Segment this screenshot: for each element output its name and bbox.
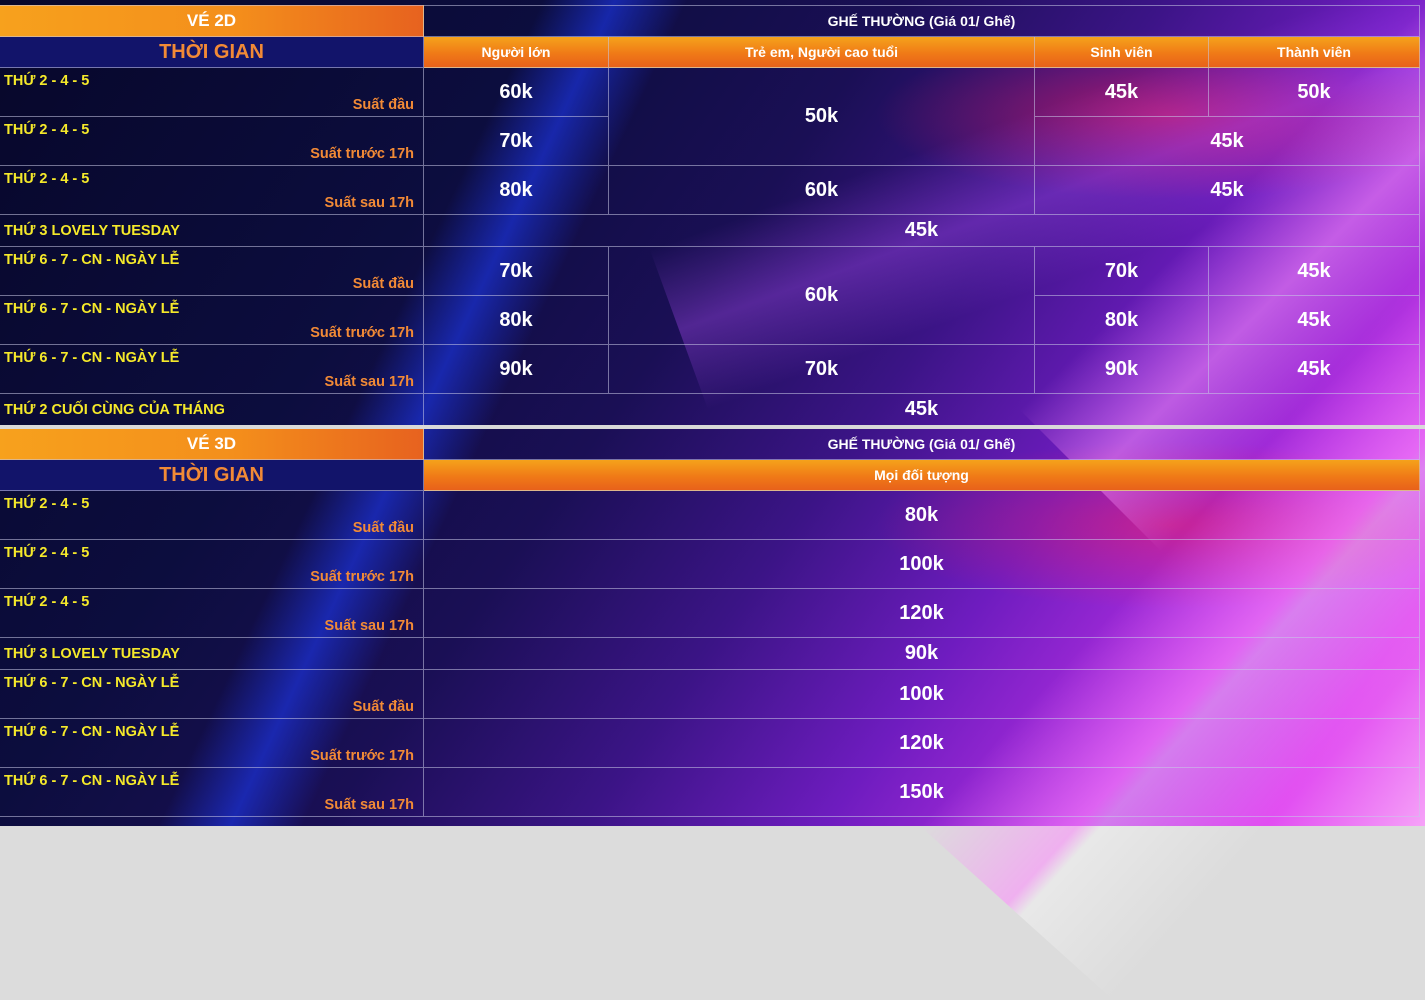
col-header-all: Mọi đối tượng (424, 460, 1420, 491)
table-row-time: THỨ 2 - 4 - 5 Suất trước 17h (0, 117, 424, 166)
price-cell: 50k (1209, 68, 1420, 117)
showtime-label: Suất sau 17h (324, 374, 414, 390)
price-cell: 45k (1209, 345, 1420, 394)
col-header-student: Sinh viên (1035, 37, 1209, 68)
day-label: THỨ 2 - 4 - 5 (4, 122, 90, 138)
day-label: THỨ 6 - 7 - CN - NGÀY LỄ (4, 724, 180, 740)
price-cell: 80k (424, 296, 609, 345)
price-cell: 70k (609, 345, 1035, 394)
table-row-time: THỨ 2 - 4 - 5 Suất sau 17h (0, 589, 424, 638)
table-row-time: THỨ 2 - 4 - 5 Suất sau 17h (0, 166, 424, 215)
col-header-child-senior: Trẻ em, Người cao tuổi (609, 37, 1035, 68)
price-cell: 45k (1035, 166, 1420, 215)
table-row-time: THỨ 6 - 7 - CN - NGÀY LỄ Suất sau 17h (0, 345, 424, 394)
table-row-time: THỨ 6 - 7 - CN - NGÀY LỄ Suất đầu (0, 247, 424, 296)
price-cell: 80k (424, 166, 609, 215)
seat-type-header: GHẾ THƯỜNG (Giá 01/ Ghế) (424, 429, 1420, 460)
table-row-time: THỨ 3 LOVELY TUESDAY (0, 638, 424, 670)
ve-2d-label: VÉ 2D (0, 5, 424, 37)
day-label: THỨ 3 LOVELY TUESDAY (4, 645, 180, 662)
day-label: THỨ 3 LOVELY TUESDAY (4, 222, 180, 239)
time-column-header: THỜI GIAN (0, 460, 424, 491)
showtime-label: Suất trước 17h (310, 569, 414, 585)
table-row-time: THỨ 6 - 7 - CN - NGÀY LỄ Suất trước 17h (0, 296, 424, 345)
showtime-label: Suất sau 17h (324, 797, 414, 813)
table-row-time: THỨ 3 LOVELY TUESDAY (0, 215, 424, 247)
day-label: THỨ 2 - 4 - 5 (4, 496, 90, 512)
price-cell: 150k (424, 768, 1420, 817)
day-label: THỨ 2 - 4 - 5 (4, 594, 90, 610)
price-cell: 70k (1035, 247, 1209, 296)
day-label: THỨ 6 - 7 - CN - NGÀY LỄ (4, 301, 180, 317)
seat-type-header: GHẾ THƯỜNG (Giá 01/ Ghế) (424, 5, 1420, 37)
day-label: THỨ 2 CUỐI CÙNG CỦA THÁNG (4, 401, 225, 418)
showtime-label: Suất trước 17h (310, 325, 414, 341)
ticket-2d-table: VÉ 2D GHẾ THƯỜNG (Giá 01/ Ghế) THỜI GIAN… (0, 0, 1425, 426)
price-cell: 80k (1035, 296, 1209, 345)
price-cell: 45k (1209, 296, 1420, 345)
price-cell: 100k (424, 540, 1420, 589)
time-column-header: THỜI GIAN (0, 37, 424, 68)
table-row-time: THỨ 6 - 7 - CN - NGÀY LỄ Suất sau 17h (0, 768, 424, 817)
price-cell: 60k (609, 166, 1035, 215)
day-label: THỨ 2 - 4 - 5 (4, 171, 90, 187)
showtime-label: Suất sau 17h (324, 195, 414, 211)
col-header-adult: Người lớn (424, 37, 609, 68)
day-label: THỨ 2 - 4 - 5 (4, 73, 90, 89)
price-cell: 80k (424, 491, 1420, 540)
table-row-time: THỨ 6 - 7 - CN - NGÀY LỄ Suất trước 17h (0, 719, 424, 768)
price-cell: 50k (609, 68, 1035, 166)
day-label: THỨ 2 - 4 - 5 (4, 545, 90, 561)
price-cell: 90k (424, 638, 1420, 670)
showtime-label: Suất đầu (352, 97, 414, 113)
price-cell: 60k (424, 68, 609, 117)
price-cell: 45k (1209, 247, 1420, 296)
table-row-time: THỨ 2 - 4 - 5 Suất đầu (0, 491, 424, 540)
price-cell: 90k (424, 345, 609, 394)
showtime-label: Suất đầu (352, 520, 414, 536)
ve-3d-label: VÉ 3D (0, 429, 424, 460)
price-cell: 90k (1035, 345, 1209, 394)
price-cell: 100k (424, 670, 1420, 719)
table-row-time: THỨ 2 - 4 - 5 Suất trước 17h (0, 540, 424, 589)
day-label: THỨ 6 - 7 - CN - NGÀY LỄ (4, 675, 180, 691)
price-cell: 45k (1035, 117, 1420, 166)
showtime-label: Suất sau 17h (324, 618, 414, 634)
price-cell: 60k (609, 247, 1035, 345)
day-label: THỨ 6 - 7 - CN - NGÀY LỄ (4, 350, 180, 366)
price-cell: 45k (424, 215, 1420, 247)
price-cell: 120k (424, 719, 1420, 768)
table-row-time: THỨ 6 - 7 - CN - NGÀY LỄ Suất đầu (0, 670, 424, 719)
table-row-time: THỨ 2 - 4 - 5 Suất đầu (0, 68, 424, 117)
showtime-label: Suất trước 17h (310, 748, 414, 764)
table-divider (0, 425, 1425, 429)
showtime-label: Suất trước 17h (310, 146, 414, 162)
showtime-label: Suất đầu (352, 276, 414, 292)
ticket-3d-table: VÉ 3D GHẾ THƯỜNG (Giá 01/ Ghế) THỜI GIAN… (0, 429, 1420, 817)
col-header-member: Thành viên (1209, 37, 1420, 68)
day-label: THỨ 6 - 7 - CN - NGÀY LỄ (4, 773, 180, 789)
price-cell: 120k (424, 589, 1420, 638)
day-label: THỨ 6 - 7 - CN - NGÀY LỄ (4, 252, 180, 268)
price-cell: 70k (424, 117, 609, 166)
showtime-label: Suất đầu (352, 699, 414, 715)
price-cell: 70k (424, 247, 609, 296)
price-cell: 45k (1035, 68, 1209, 117)
